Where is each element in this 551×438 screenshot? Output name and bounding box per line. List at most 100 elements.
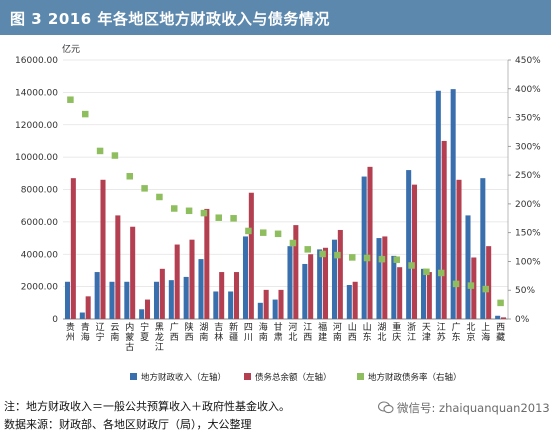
- y2-tick-label: 0%: [515, 315, 530, 325]
- category-label: 新疆: [229, 321, 238, 343]
- legend-label: 债务总余额（左轴）: [255, 372, 332, 383]
- ratio-marker: [82, 110, 89, 118]
- bar-debt: [85, 296, 91, 319]
- category-label: 江苏: [437, 322, 446, 343]
- bar-debt: [174, 244, 180, 319]
- y2-tick-label: 150%: [515, 229, 541, 239]
- ratio-marker: [111, 152, 119, 159]
- category-label: 湖北: [377, 322, 386, 343]
- category-label: 重庆: [392, 321, 401, 343]
- bar-revenue: [124, 281, 130, 319]
- ratio-marker: [423, 268, 430, 276]
- category-label: 福建: [318, 321, 327, 343]
- category-label: 黑龙江: [155, 322, 164, 353]
- y-axis-ticks: 0 2000.00 4000.00 6000.00 8000.00 10000.00 120…: [15, 56, 58, 325]
- bar-revenue: [64, 281, 71, 319]
- bar-revenue: [331, 239, 338, 319]
- ratio-marker: [319, 250, 326, 258]
- bar-debt: [397, 267, 403, 319]
- bar-marks: [64, 89, 507, 319]
- bar-revenue: [242, 236, 249, 319]
- y-tick-label: 10000.00: [15, 153, 58, 163]
- category-label: 甘肃: [274, 321, 283, 343]
- ratio-marker: [467, 282, 475, 289]
- y-tick-label: 4000.00: [21, 250, 58, 260]
- ratio-marker: [497, 299, 504, 307]
- y2-tick-label: 250%: [515, 171, 541, 181]
- footnote: 注：地方财政收入＝一般公共预算收入＋政府性基金收入。: [4, 400, 290, 413]
- bar-revenue: [391, 255, 397, 319]
- bar-revenue: [228, 291, 234, 319]
- category-label: 贵州: [66, 321, 75, 343]
- ratio-marker: [438, 269, 445, 277]
- ratio-marker: [334, 251, 341, 259]
- bar-debt: [382, 236, 388, 319]
- ratio-marker: [378, 255, 386, 263]
- bar-debt: [248, 192, 254, 319]
- watermark: 微信号: zhaiquanquan2013: [378, 400, 550, 416]
- bar-revenue: [109, 281, 115, 319]
- ratio-marker: [363, 254, 371, 262]
- y-tick-label: 12000.00: [15, 121, 58, 131]
- ratio-marker: [67, 96, 74, 103]
- bar-revenue: [257, 302, 263, 319]
- bar-debt: [322, 247, 329, 319]
- y2-tick-label: 100%: [515, 257, 541, 267]
- bar-revenue: [139, 309, 145, 319]
- bar-debt: [204, 208, 210, 319]
- ratio-marker: [260, 229, 267, 236]
- bar-debt: [500, 317, 507, 319]
- bar-debt: [411, 184, 418, 319]
- ratio-marker: [200, 209, 208, 217]
- data-source: 数据来源：财政部、各地区财政厅（局），大公整理: [4, 418, 252, 431]
- category-label: 上海: [481, 322, 490, 343]
- bar-debt: [263, 289, 269, 319]
- legend-swatch: [357, 373, 364, 380]
- bar-revenue: [183, 276, 189, 319]
- category-label: 云南: [110, 323, 119, 343]
- bar-debt: [233, 272, 240, 319]
- category-label: 北京: [466, 322, 475, 343]
- bar-debt: [159, 268, 165, 319]
- bar-debt: [144, 299, 151, 319]
- bar-revenue: [317, 249, 323, 319]
- category-label: 吉林: [214, 322, 223, 343]
- y2-tick-label: 400%: [515, 85, 541, 95]
- category-label: 浙江: [407, 321, 416, 343]
- ratio-marker: [482, 285, 489, 293]
- category-label: 广西: [170, 321, 179, 343]
- bar-debt: [456, 179, 462, 319]
- bar-revenue: [198, 259, 204, 319]
- y-tick-label: 16000.00: [15, 56, 58, 66]
- ratio-marker: [245, 227, 252, 235]
- category-label: 西藏: [496, 322, 505, 343]
- ratio-marker: [289, 239, 297, 247]
- category-label: 河北: [288, 321, 297, 343]
- y-tick-label: 6000.00: [21, 218, 58, 228]
- ratio-marker: [349, 254, 356, 261]
- category-label: 广东: [452, 321, 461, 343]
- y-tick-label: 0: [52, 315, 58, 325]
- legend-swatch: [130, 373, 137, 380]
- bar-revenue: [420, 268, 427, 319]
- y2-axis-ticks: 0% 50% 100% 150% 200% 250% 300% 350% 400% 450%: [508, 56, 541, 325]
- category-label: 内蒙古: [125, 321, 134, 353]
- ratio-marker: [185, 207, 193, 215]
- bar-debt: [189, 239, 195, 319]
- chart-grid: [63, 59, 509, 320]
- ratio-marker: [452, 280, 460, 288]
- bar-revenue: [153, 281, 160, 319]
- ratio-markers: [67, 96, 504, 307]
- y2-tick-label: 450%: [515, 56, 541, 66]
- y-axis-unit: 亿元: [62, 43, 80, 55]
- bar-revenue: [361, 176, 367, 319]
- bar-debt: [426, 272, 432, 319]
- y2-tick-label: 350%: [515, 114, 541, 124]
- bar-revenue: [168, 280, 174, 319]
- ratio-marker: [96, 147, 104, 155]
- bar-revenue: [302, 263, 308, 319]
- bar-revenue: [406, 170, 412, 319]
- bar-debt: [70, 178, 76, 319]
- ratio-marker: [393, 256, 400, 263]
- bar-debt: [486, 246, 492, 319]
